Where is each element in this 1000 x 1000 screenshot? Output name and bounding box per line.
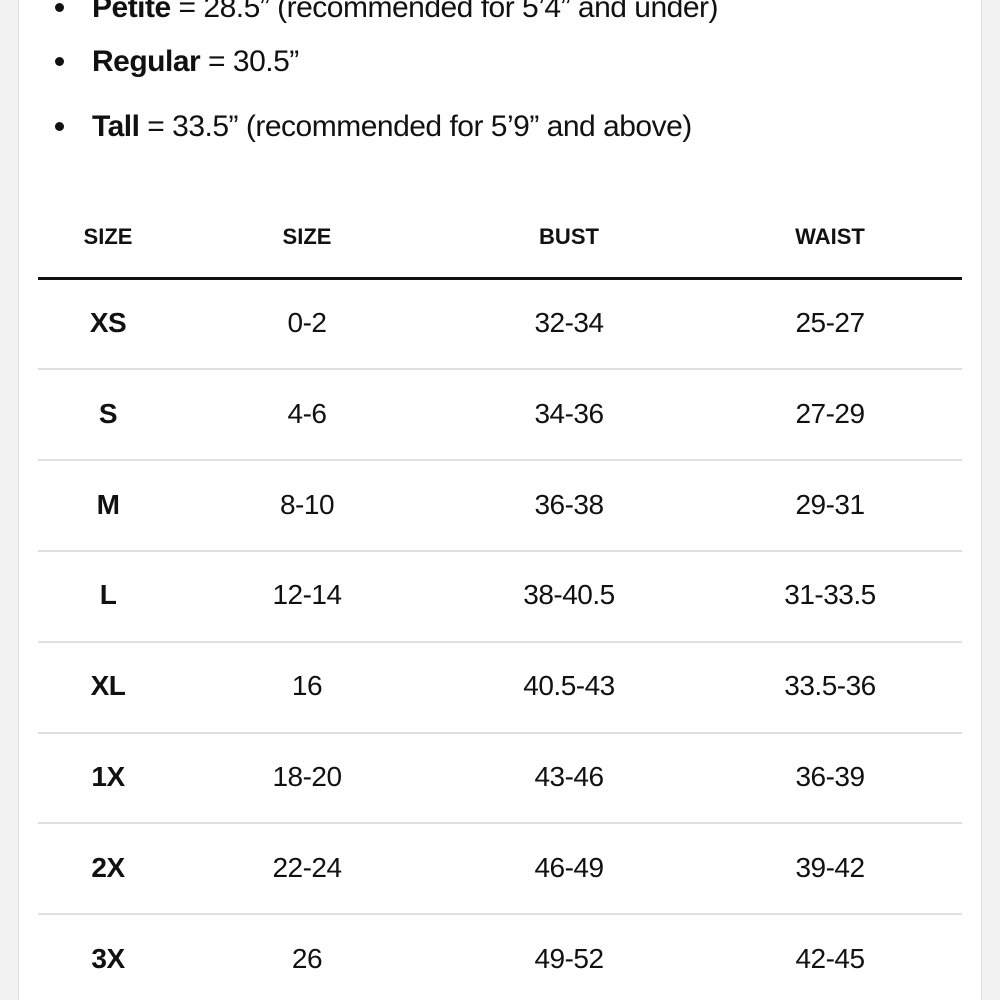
bullet-item: Tall = 33.5” (recommended for 5’9” and a… [55, 109, 692, 145]
bullet-text: = 28.5” (recommended for 5’4” and under) [178, 0, 719, 24]
header-rule [38, 277, 962, 280]
table-cell: 32-34 [534, 307, 604, 338]
table-cell: 16 [291, 670, 323, 702]
row-separator [38, 822, 962, 824]
table-cell: L [99, 579, 117, 611]
table-cell: 25-27 [795, 307, 865, 338]
table-cell: 46-49 [534, 851, 604, 883]
row-separator [38, 641, 962, 643]
row-separator [38, 913, 962, 915]
table-cell: 34-36 [534, 397, 604, 429]
table-cell: 18-20 [272, 761, 342, 792]
bullet-item: Regular = 30.5” [55, 44, 299, 80]
row-separator [38, 459, 962, 461]
page-border [0, 0, 19, 1000]
row-separator [38, 550, 962, 552]
bullet-text: = 33.5” (recommended for 5’9” and above) [147, 110, 692, 143]
table-cell: 39-42 [795, 851, 865, 883]
table-cell: 26 [291, 942, 323, 974]
table-cell: 12-14 [272, 579, 342, 611]
bullet-item: Petite = 28.5” (recommended for 5’4” and… [55, 0, 719, 26]
table-cell: 29-31 [795, 488, 865, 520]
bullet-name: Petite [92, 0, 171, 24]
table-cell: 31-33.5 [784, 579, 876, 611]
table-cell: 0-2 [287, 307, 327, 338]
bullet-name: Regular [92, 45, 201, 78]
table-cell: 42-45 [795, 942, 865, 974]
table-cell: 2X [91, 851, 125, 883]
bullet-name: Tall [92, 110, 140, 143]
bullet-dot [55, 121, 64, 131]
column-header: WAIST [795, 224, 865, 249]
column-header: SIZE [83, 224, 133, 249]
table-cell: 36-39 [795, 761, 865, 792]
table-cell: 4-6 [287, 397, 327, 429]
bullet-text: = 30.5” [208, 45, 299, 78]
table-cell: M [96, 488, 120, 520]
table-cell: 36-38 [534, 488, 604, 520]
table-cell: XS [89, 307, 127, 338]
column-header: BUST [539, 224, 599, 249]
table-cell: 40.5-43 [523, 670, 615, 702]
table-cell: 49-52 [534, 942, 604, 974]
table-cell: 33.5-36 [784, 670, 876, 702]
table-cell: 8-10 [279, 488, 335, 520]
table-cell: 3X [91, 942, 125, 974]
column-header: SIZE [282, 224, 332, 249]
table-cell: S [98, 397, 118, 429]
table-cell: 22-24 [272, 851, 342, 883]
table-cell: XL [90, 670, 126, 702]
row-separator [38, 368, 962, 370]
bullet-dot [55, 2, 64, 12]
table-cell: 38-40.5 [523, 579, 615, 611]
table-cell: 1X [91, 761, 125, 792]
row-separator [38, 732, 962, 734]
table-cell: 43-46 [534, 761, 604, 792]
page-border [981, 0, 1000, 1000]
table-cell: 27-29 [795, 397, 865, 429]
bullet-dot [55, 56, 64, 66]
